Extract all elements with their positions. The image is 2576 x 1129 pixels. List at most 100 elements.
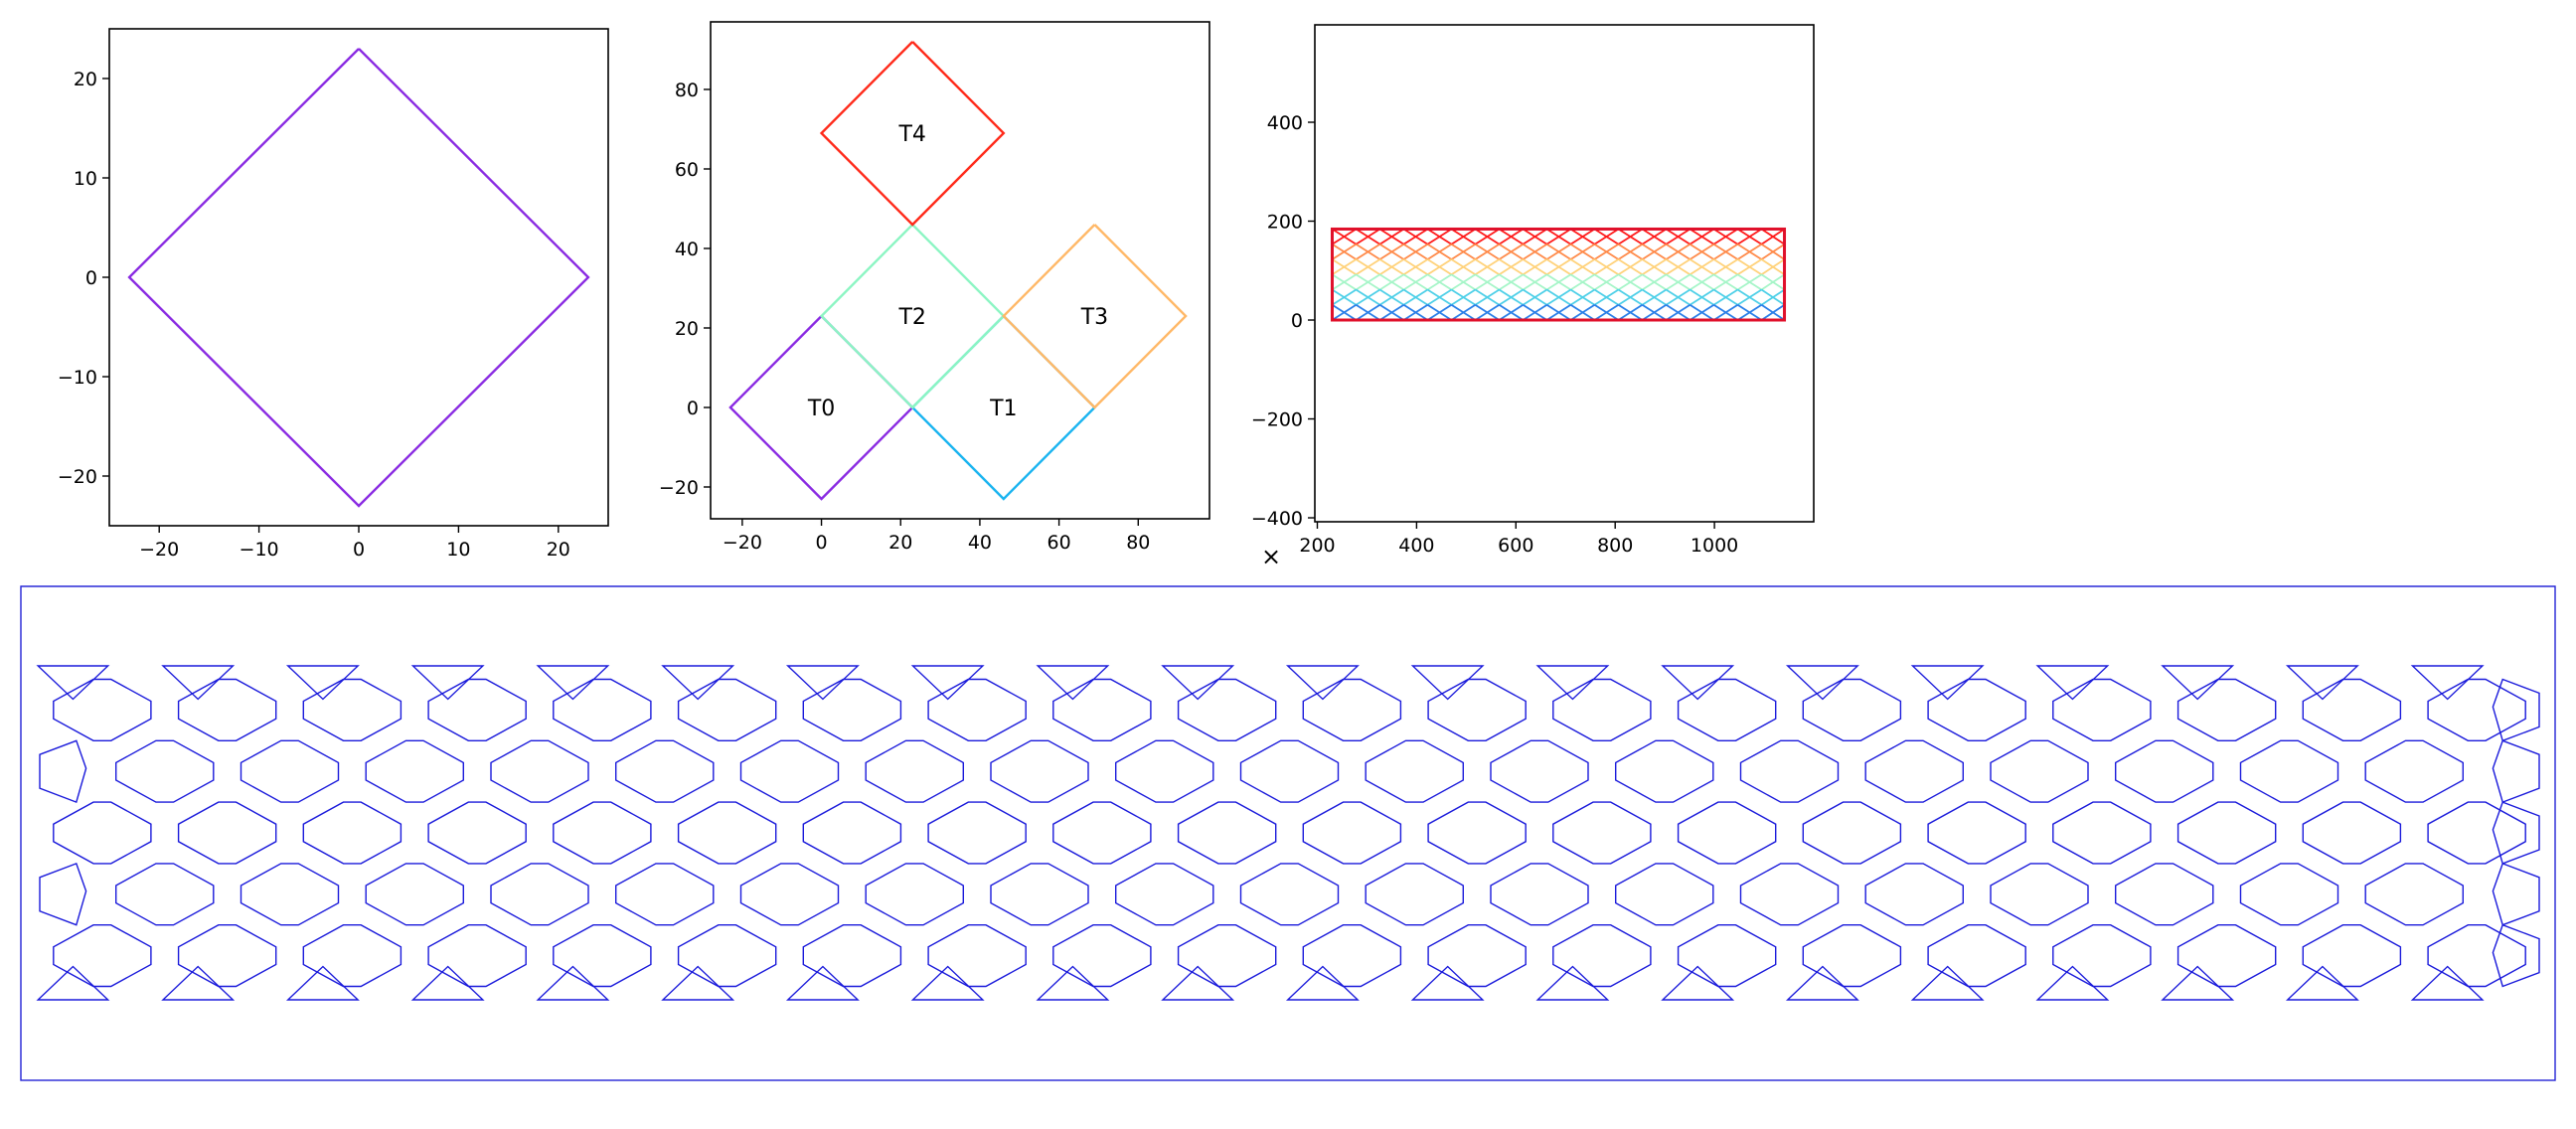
chart0-x-tick-label: 20 <box>547 539 570 561</box>
hatch-stroke <box>1736 258 1762 276</box>
hatch-stroke <box>1617 288 1643 306</box>
hatch-stroke <box>1331 273 1357 291</box>
lattice-bottom-triangle <box>910 965 985 1001</box>
lattice-bottom-triangle <box>410 965 485 1001</box>
lattice-bottom-triangle <box>1535 965 1610 1001</box>
lattice-cell <box>739 863 840 926</box>
lattice-cell <box>2364 863 2465 926</box>
lattice-cell <box>990 739 1089 803</box>
hatch-stroke <box>1522 228 1547 245</box>
hatch-stroke <box>1426 288 1452 306</box>
chart0-y-tick-label: 20 <box>74 69 97 90</box>
lattice-cell <box>2052 924 2152 988</box>
chart0-x-tick-label: −20 <box>139 539 179 561</box>
lattice-cell <box>1927 678 2026 741</box>
lattice-edge-cell <box>2492 739 2540 804</box>
chart1-x-tick-label: 80 <box>1126 532 1150 554</box>
lattice-cell <box>2114 739 2214 803</box>
lattice-bottom-triangle <box>1661 965 1735 1001</box>
tile-t3-label: T3 <box>1080 305 1108 330</box>
lattice-cell <box>927 678 1027 741</box>
chart2-x-tick-label: 800 <box>1597 535 1633 557</box>
hatch-stroke <box>1665 288 1690 306</box>
hatch-stroke <box>1474 228 1500 245</box>
lattice-cell <box>1802 801 1902 865</box>
chart1-y-tick-label: −20 <box>659 477 699 499</box>
lattice-cell <box>1614 863 1714 926</box>
hatch-stroke <box>1712 242 1738 260</box>
hatch-stroke <box>1474 242 1500 260</box>
lattice-cell <box>739 739 840 803</box>
hatch-stroke <box>1665 228 1690 245</box>
lattice-preview <box>20 585 2556 1081</box>
lattice-bottom-triangle <box>36 965 110 1001</box>
hatch-stroke <box>1736 242 1762 260</box>
lattice-top-triangle <box>2035 665 2110 701</box>
hatch-stroke <box>1498 228 1524 245</box>
hatch-stroke <box>1760 258 1786 275</box>
hatch-stroke <box>1498 273 1524 291</box>
hatch-stroke <box>1450 228 1476 245</box>
lattice-cell <box>427 801 527 865</box>
lattice-cell <box>1677 924 1777 988</box>
hatch-stroke <box>1498 258 1524 276</box>
lattice-top-triangle <box>2285 665 2359 701</box>
lattice-bottom-triangle <box>1785 965 1859 1001</box>
lattice-cell <box>1177 924 1277 988</box>
lattice-cell <box>553 801 652 865</box>
lattice-cell <box>1427 801 1527 865</box>
lattice-cell <box>677 924 777 988</box>
hatch-stroke <box>1689 228 1714 245</box>
lattice-cell <box>2176 924 2277 988</box>
diamond-tile-outline <box>127 48 590 508</box>
lattice-edge-cell <box>2492 678 2540 742</box>
single-tile-plot: −20 −10 0 10 20 −20 −10 0 10 20 <box>58 28 609 561</box>
lattice-bottom-triangle <box>1410 965 1485 1001</box>
lattice-cell <box>490 863 589 926</box>
lattice-cell <box>1302 924 1402 988</box>
hatch-stroke <box>1474 273 1500 291</box>
lattice-cell <box>365 863 464 926</box>
hatch-stroke <box>1426 228 1452 245</box>
hatch-stroke <box>1641 228 1667 245</box>
chart0-y-tick-label: −20 <box>58 466 97 488</box>
chart2-y-tick-label: −400 <box>1251 508 1303 530</box>
chart0-x-tick-label: 10 <box>446 539 470 561</box>
hatch-stroke <box>1545 303 1571 321</box>
chart2-x-tick-label: 400 <box>1398 535 1434 557</box>
lattice-bottom-triangle <box>285 965 360 1001</box>
lattice-top-triangle <box>661 665 735 701</box>
hatch-stroke <box>1665 303 1690 321</box>
tile-t1-label: T1 <box>989 397 1017 421</box>
chart0-axes-frame <box>108 28 609 527</box>
lattice-cell <box>1552 924 1652 988</box>
lattice-bottom-triangle <box>1036 965 1110 1001</box>
hatch-stroke <box>1378 258 1404 276</box>
hatch-stroke <box>1378 228 1404 245</box>
hatch-stroke <box>1402 288 1428 306</box>
chart0-y-tick-label: −10 <box>58 367 97 389</box>
lattice-top-triangle <box>1285 665 1360 701</box>
lattice-cell <box>240 739 340 803</box>
hatch-stroke <box>1474 288 1500 306</box>
lattice-cell <box>2427 801 2526 865</box>
chart2-y-tick-label: −200 <box>1251 409 1303 431</box>
lattice-cell <box>427 678 527 741</box>
chart1-x-tick-label: 20 <box>888 532 912 554</box>
chart1-x-tick-label: 40 <box>968 532 992 554</box>
lattice-cell <box>53 924 152 988</box>
chart2-y-tick-label: 400 <box>1267 112 1303 134</box>
lattice-edge-cell <box>2492 923 2540 988</box>
tile-t2-outline <box>819 224 1006 409</box>
lattice-cell <box>2302 678 2402 741</box>
hatch-stroke <box>1760 242 1786 260</box>
hatch-stroke <box>1593 228 1619 245</box>
lattice-bottom-triangle <box>661 965 735 1001</box>
lattice-bottom-triangle <box>1161 965 1235 1001</box>
hatch-stroke <box>1593 288 1619 306</box>
chart1-y-tick-label: 40 <box>675 239 699 260</box>
hatch-band <box>1331 242 1786 260</box>
hatch-stroke <box>1331 242 1357 260</box>
close-icon[interactable]: × <box>1261 543 1281 570</box>
